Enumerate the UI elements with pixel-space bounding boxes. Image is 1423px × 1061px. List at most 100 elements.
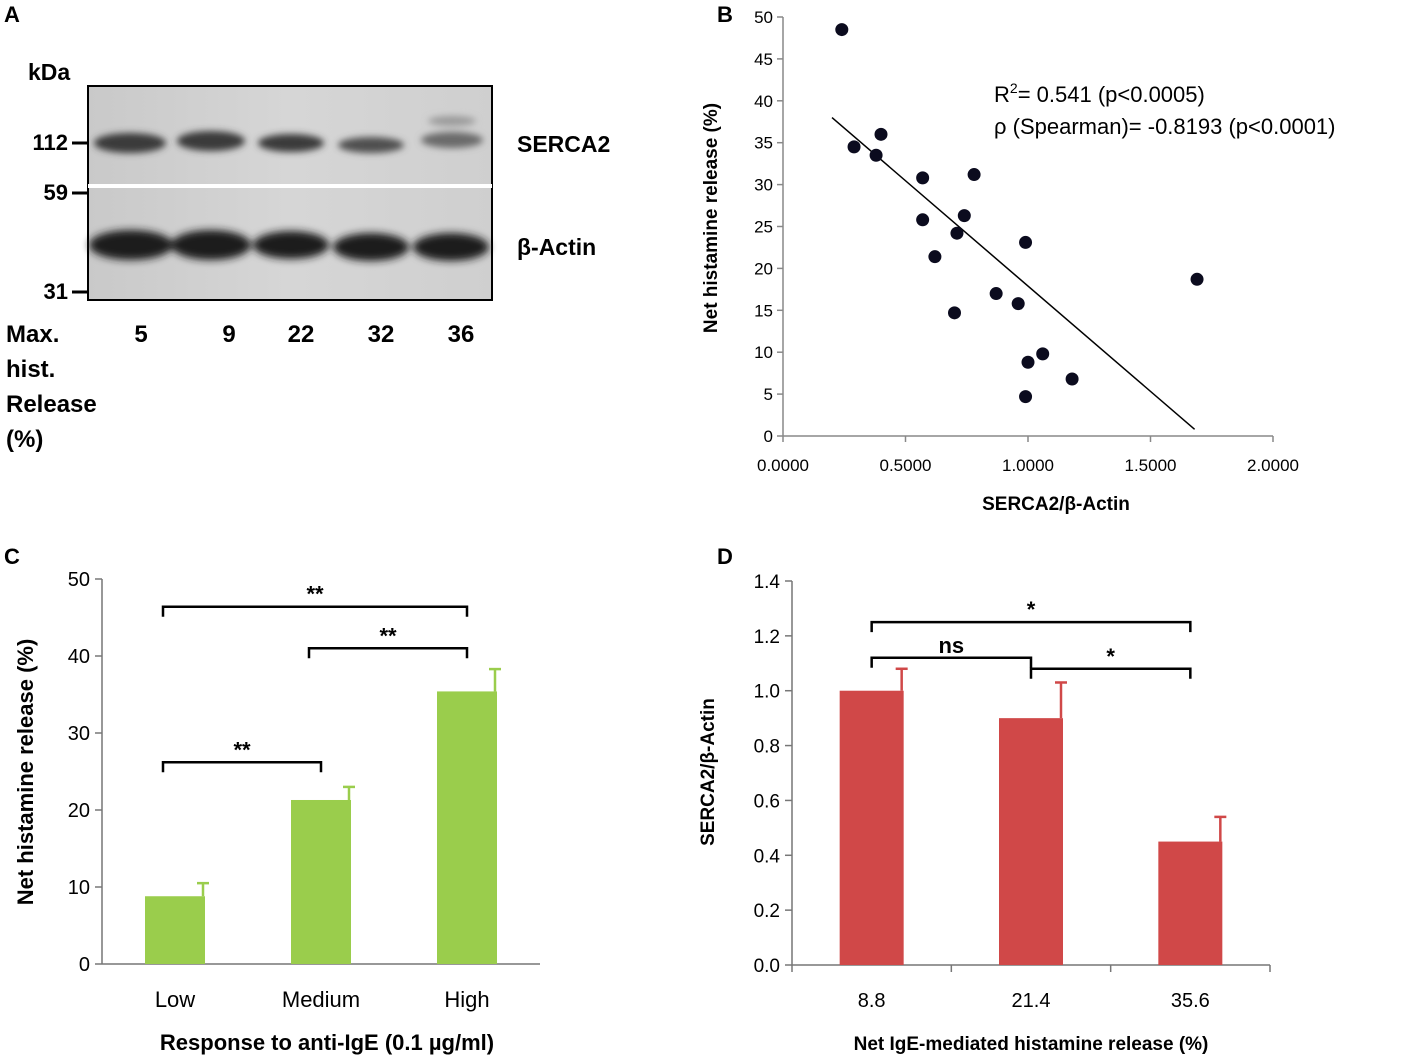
kda-markers: 112 59 31 bbox=[33, 130, 88, 304]
scatter-point bbox=[874, 127, 888, 141]
scatter-point bbox=[967, 168, 981, 182]
scatter-point bbox=[869, 148, 883, 162]
y-tick-label: 40 bbox=[754, 92, 773, 111]
y-tick-label: 10 bbox=[754, 343, 773, 362]
marker-59: 59 bbox=[44, 180, 68, 205]
band-label-serca2: SERCA2 bbox=[517, 131, 610, 157]
significance-bracket bbox=[870, 620, 1192, 633]
scatter-point bbox=[1019, 235, 1033, 249]
blot-image bbox=[87, 85, 493, 301]
x-tick-label: 0.0000 bbox=[757, 456, 809, 475]
r-squared-annotation: R2= 0.541 (p<0.0005) bbox=[994, 80, 1205, 107]
x-category-label: Medium bbox=[282, 987, 360, 1012]
significance-label: ** bbox=[233, 737, 251, 762]
scatter-point bbox=[847, 140, 861, 154]
panel-b: B 0 5 10 15 20 25 30 35 40 45 50 0.0000 0.5000 1.0000… bbox=[701, 2, 1336, 515]
scatter-point bbox=[1065, 372, 1079, 386]
y-tick-label: 1.4 bbox=[754, 572, 781, 593]
y-tick-label: 25 bbox=[754, 218, 773, 237]
panel-b-xlabel: SERCA2/β-Actin bbox=[982, 494, 1130, 515]
row-label-line: Release bbox=[6, 391, 97, 418]
significance-label: ** bbox=[379, 623, 397, 648]
row-label-line: Max. bbox=[6, 321, 59, 348]
panel-b-label: B bbox=[717, 2, 733, 27]
y-tick-label: 1.0 bbox=[754, 682, 780, 703]
y-tick-label: 1.2 bbox=[754, 627, 780, 648]
significance-label: ns bbox=[938, 633, 964, 658]
x-category-label: 8.8 bbox=[858, 990, 886, 1012]
panel-b-ylabel: Net histamine release (%) bbox=[701, 103, 722, 333]
y-tick-label: 5 bbox=[764, 385, 773, 404]
panel-a: A kDa 112 59 bbox=[4, 2, 610, 453]
actin-bands bbox=[89, 230, 489, 261]
row-label: Max. hist. Release (%) bbox=[6, 321, 97, 453]
y-tick-label: 0.8 bbox=[754, 737, 780, 758]
x-tick-label: 0.5000 bbox=[880, 456, 932, 475]
y-tick-label: 0.2 bbox=[754, 901, 780, 922]
scatter-point bbox=[1019, 390, 1033, 404]
x-category-label: Low bbox=[155, 987, 195, 1012]
bar bbox=[437, 691, 497, 964]
significance-bracket bbox=[1029, 667, 1192, 679]
lane-value: 22 bbox=[288, 321, 315, 348]
bar bbox=[999, 718, 1063, 965]
x-category-label: 35.6 bbox=[1171, 990, 1210, 1012]
y-tick-label: 45 bbox=[754, 50, 773, 69]
y-tick-label: 50 bbox=[754, 8, 773, 27]
lane-value: 9 bbox=[222, 321, 235, 348]
row-label-line: hist. bbox=[6, 356, 55, 383]
marker-112: 112 bbox=[33, 130, 69, 155]
panel-d-xlabel: Net IgE-mediated histamine release (%) bbox=[854, 1034, 1209, 1055]
lane-value: 36 bbox=[448, 321, 475, 348]
panel-c-label: C bbox=[4, 544, 20, 569]
panel-d-ylabel: SERCA2/β-Actin bbox=[698, 698, 719, 846]
bar bbox=[145, 896, 205, 964]
scatter-point bbox=[916, 213, 930, 227]
lane-value: 5 bbox=[134, 321, 147, 348]
x-tick-label: 1.0000 bbox=[1002, 456, 1054, 475]
scatter-point bbox=[957, 209, 971, 223]
x-tick-label: 2.0000 bbox=[1247, 456, 1299, 475]
panel-b-points bbox=[831, 23, 1204, 430]
scatter-point bbox=[916, 171, 930, 185]
scatter-point bbox=[1036, 347, 1050, 361]
y-tick-label: 40 bbox=[68, 646, 90, 668]
y-tick-label: 0.6 bbox=[754, 791, 780, 812]
significance-label: ** bbox=[306, 582, 324, 607]
scatter-point bbox=[1021, 355, 1035, 369]
marker-31: 31 bbox=[44, 279, 68, 304]
y-tick-label: 30 bbox=[68, 723, 90, 745]
panel-c-ylabel: Net histamine release (%) bbox=[13, 639, 38, 906]
panel-c-plot: 0 10 20 30 40 50 Low Medium High ** ** ** bbox=[68, 569, 540, 1012]
scatter-point bbox=[835, 23, 849, 37]
row-label-line: (%) bbox=[6, 426, 43, 453]
y-tick-label: 50 bbox=[68, 569, 90, 591]
y-tick-label: 30 bbox=[754, 176, 773, 195]
panel-c-xlabel: Response to anti-IgE (0.1 µg/ml) bbox=[160, 1030, 494, 1055]
y-tick-label: 10 bbox=[68, 877, 90, 899]
y-tick-label: 0 bbox=[79, 954, 90, 976]
lane-values: 5 9 22 32 36 bbox=[134, 321, 474, 348]
bar bbox=[839, 690, 904, 965]
y-tick-label: 0.0 bbox=[754, 956, 780, 977]
scatter-point bbox=[989, 287, 1003, 301]
panel-d: D 0.0 0.2 0.4 0.6 0.8 1.0 1.2 1.4 8.8 21.4 35.6 * ns… bbox=[698, 544, 1271, 1055]
y-tick-label: 35 bbox=[754, 134, 773, 153]
panel-c: C 0 10 20 30 40 50 Low Medium High ** ** ** Respons… bbox=[4, 544, 540, 1055]
y-tick-label: 0.4 bbox=[754, 846, 781, 867]
bar bbox=[291, 799, 351, 964]
panel-d-label: D bbox=[717, 544, 733, 569]
bar bbox=[1158, 841, 1223, 965]
spearman-annotation: ρ (Spearman)= -0.8193 (p<0.0001) bbox=[994, 114, 1336, 139]
panel-a-label: A bbox=[4, 2, 20, 27]
panel-b-axes: 0 5 10 15 20 25 30 35 40 45 50 0.0000 0.5000 1.0000 1.… bbox=[754, 8, 1299, 475]
y-tick-label: 0 bbox=[764, 427, 773, 446]
scatter-point bbox=[1011, 297, 1025, 311]
trendline bbox=[831, 116, 1196, 430]
y-tick-label: 15 bbox=[754, 301, 773, 320]
y-tick-label: 20 bbox=[754, 259, 773, 278]
scatter-point bbox=[948, 306, 961, 320]
y-tick-label: 20 bbox=[68, 800, 90, 822]
significance-label: * bbox=[1106, 644, 1115, 669]
